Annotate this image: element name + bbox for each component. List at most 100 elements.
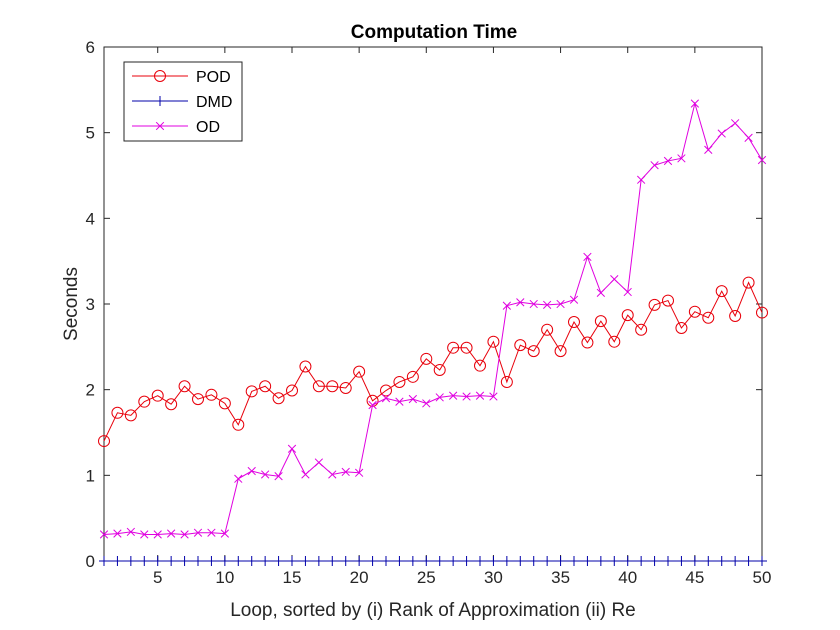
data-point-od: [341, 467, 350, 477]
legend-marker-pod: [154, 70, 166, 82]
data-point-pod: [192, 393, 204, 406]
data-point-dmd: [287, 556, 297, 566]
data-point-pod: [151, 389, 164, 402]
series-pod: [98, 276, 768, 448]
data-point-od: [744, 133, 753, 142]
legend-entry-pod: POD: [196, 69, 231, 86]
data-point-od: [207, 528, 216, 537]
data-point-dmd: [542, 556, 553, 566]
data-point-dmd: [273, 556, 284, 566]
data-point-od: [717, 129, 726, 138]
y-tick-label: 5: [86, 124, 95, 143]
data-point-od: [153, 530, 162, 539]
data-point-pod: [232, 418, 245, 431]
data-point-dmd: [206, 556, 217, 566]
data-point-od: [166, 529, 176, 538]
data-point-pod: [729, 309, 742, 322]
data-point-dmd: [622, 556, 633, 566]
series-dmd: [99, 556, 767, 566]
legend: POD DMD OD: [123, 61, 243, 142]
data-point-dmd: [743, 556, 754, 566]
data-point-od: [636, 175, 646, 184]
data-point-pod: [380, 384, 392, 397]
data-point-dmd: [475, 556, 485, 566]
data-point-pod: [205, 388, 218, 401]
data-point-dmd: [689, 556, 700, 566]
data-point-dmd: [582, 556, 593, 566]
data-point-pod: [138, 395, 151, 408]
data-point-dmd: [394, 556, 405, 566]
data-point-dmd: [99, 556, 109, 566]
y-axis: 0 1 2 3 4 5 6: [86, 38, 762, 571]
data-point-dmd: [461, 556, 472, 566]
data-point-dmd: [757, 556, 767, 566]
data-point-pod: [474, 359, 486, 372]
data-point-pod: [514, 339, 527, 352]
data-point-od: [462, 392, 471, 401]
y-tick-label: 0: [86, 552, 95, 571]
y-tick-label: 6: [86, 38, 95, 57]
data-point-pod: [178, 380, 191, 393]
data-point-pod: [648, 298, 661, 311]
data-point-od: [234, 474, 243, 483]
data-point-dmd: [528, 556, 539, 566]
data-point-dmd: [730, 556, 741, 566]
data-point-dmd: [501, 556, 512, 566]
data-point-pod: [594, 315, 607, 328]
data-point-od: [328, 470, 337, 479]
data-point-pod: [688, 305, 701, 318]
data-point-od: [610, 275, 619, 284]
data-point-dmd: [166, 556, 177, 566]
data-point-od: [663, 156, 673, 166]
x-tick-label: 50: [753, 568, 772, 587]
data-point-dmd: [139, 556, 150, 566]
data-point-od: [260, 470, 270, 479]
data-point-dmd: [407, 556, 418, 566]
data-point-od: [596, 288, 606, 298]
data-point-pod: [339, 381, 352, 394]
data-point-od: [247, 466, 256, 476]
data-point-pod: [527, 345, 540, 358]
data-point-pod: [581, 336, 594, 349]
data-point-dmd: [340, 556, 351, 566]
x-tick-label: 30: [484, 568, 503, 587]
data-point-pod: [259, 380, 272, 393]
data-point-dmd: [125, 556, 136, 566]
data-point-od: [368, 400, 377, 410]
data-point-od: [623, 287, 632, 297]
legend-entry-od: OD: [196, 119, 220, 136]
data-point-od: [435, 393, 444, 402]
data-point-dmd: [367, 556, 378, 566]
data-point-pod: [702, 311, 715, 324]
data-point-pod: [608, 335, 621, 348]
data-point-od: [314, 458, 324, 467]
data-point-od: [140, 530, 149, 539]
data-point-od: [489, 392, 498, 401]
x-tick-label: 20: [350, 568, 369, 587]
data-point-dmd: [595, 556, 606, 566]
data-point-pod: [111, 406, 124, 419]
data-point-dmd: [676, 556, 687, 566]
data-point-od: [542, 300, 552, 310]
data-point-od: [502, 301, 512, 310]
y-tick-label: 1: [86, 466, 95, 485]
data-point-pod: [568, 315, 580, 328]
data-point-dmd: [246, 556, 257, 566]
data-point-dmd: [703, 556, 714, 566]
x-tick-label: 40: [618, 568, 637, 587]
data-point-pod: [124, 409, 137, 422]
data-point-od: [583, 252, 592, 262]
x-tick-label: 35: [551, 568, 570, 587]
legend-marker-od: [155, 121, 165, 131]
data-point-pod: [662, 294, 674, 307]
data-point-pod: [756, 306, 768, 319]
data-point-dmd: [488, 556, 499, 566]
data-point-od: [556, 299, 565, 309]
data-point-od: [757, 155, 767, 165]
data-point-pod: [621, 309, 634, 322]
data-point-dmd: [381, 556, 391, 566]
data-point-od: [516, 298, 525, 307]
legend-entry-dmd: DMD: [196, 94, 232, 111]
data-point-dmd: [313, 556, 324, 566]
